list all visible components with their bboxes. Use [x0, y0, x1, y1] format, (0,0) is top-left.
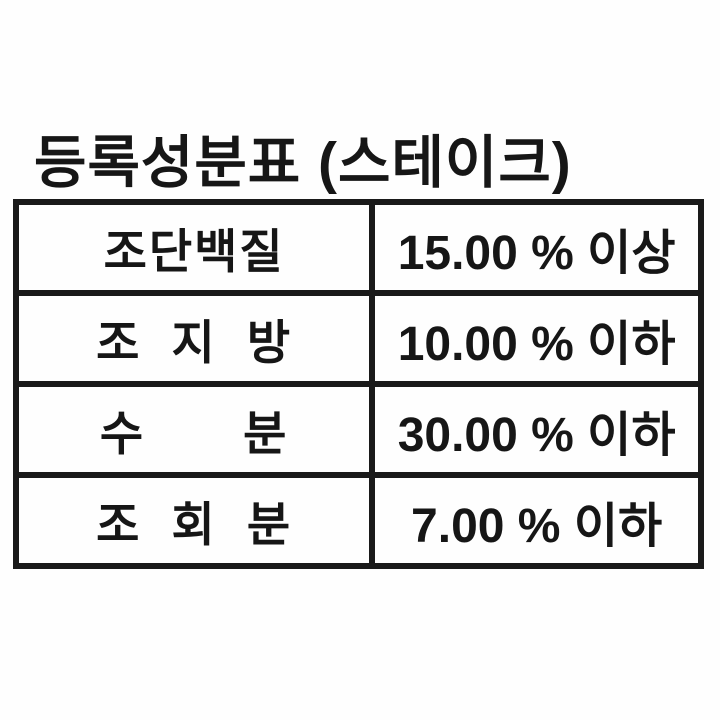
component-value: 10.00 % 이하 — [369, 290, 704, 387]
component-value: 30.00 % 이하 — [369, 381, 704, 478]
table-row-crude-ash: 조 회 분 7.00 % 이하 — [12, 472, 704, 569]
component-name: 수 분 — [12, 381, 376, 478]
component-value: 15.00 % 이상 — [369, 199, 704, 296]
table-row-crude-fat: 조 지 방 10.00 % 이하 — [12, 290, 704, 387]
component-name: 조 회 분 — [12, 472, 376, 569]
component-name: 조단백질 — [12, 199, 376, 296]
component-value: 7.00 % 이하 — [369, 472, 704, 569]
page-title: 등록성분표 (스테이크) — [34, 131, 572, 195]
table-row-moisture: 수 분 30.00 % 이하 — [12, 381, 704, 478]
table-row-crude-protein: 조단백질 15.00 % 이상 — [12, 199, 704, 296]
component-name: 조 지 방 — [12, 290, 376, 387]
composition-table: 조단백질 15.00 % 이상 조 지 방 10.00 % 이하 수 분 30.… — [12, 199, 704, 569]
